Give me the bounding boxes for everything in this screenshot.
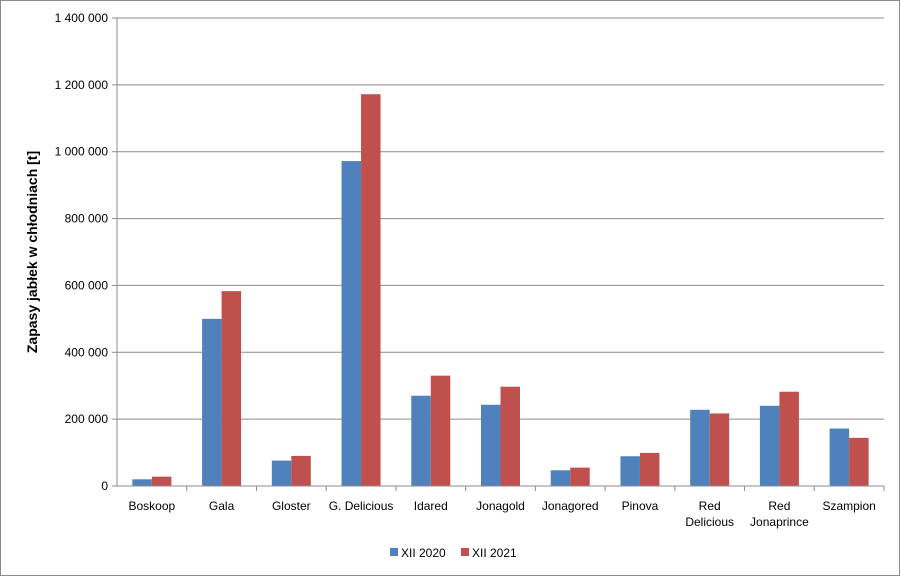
bar-xii-2020: [271, 460, 292, 486]
bar-xii-2021: [849, 437, 869, 486]
bar-xii-2020: [829, 428, 850, 486]
bar-xii-2020: [202, 318, 222, 486]
bar-xii-2020: [132, 479, 152, 486]
bar-xii-2021: [291, 455, 311, 486]
gridlines: [117, 17, 884, 420]
bar-xii-2021: [779, 391, 799, 486]
legend-swatch: [461, 548, 469, 556]
x-tick-label: Red Jonaprince: [750, 499, 809, 529]
bar-xii-2021: [639, 452, 660, 486]
bar-xii-2020: [550, 470, 571, 486]
bar-xii-2021: [500, 386, 520, 486]
tick-labels: 0 200 000 400 000 600 000 800 000 1 000 000 1 …: [55, 11, 876, 529]
bars: [132, 94, 869, 487]
bar-xii-2021: [221, 291, 242, 486]
bar-xii-2021: [361, 94, 381, 487]
bar-xii-2021: [570, 467, 590, 486]
x-tick-label: Boskoop: [129, 499, 176, 513]
legend: XII 2020 XII 2021: [390, 546, 517, 560]
y-tick-label: 1 000 000: [55, 145, 109, 159]
bar-xii-2020: [759, 405, 780, 486]
y-tick-label: 400 000: [65, 345, 109, 359]
y-tick-label: 1 400 000: [55, 11, 109, 25]
y-tick-label: 200 000: [65, 412, 109, 426]
bar-xii-2020: [341, 161, 362, 486]
x-tick-label: Idared: [414, 499, 448, 513]
bar-xii-2020: [690, 409, 710, 486]
legend-label: XII 2021: [472, 546, 517, 560]
bar-xii-2020: [411, 395, 431, 486]
x-tick-label: Gala: [209, 499, 235, 513]
bar-xii-2021: [709, 413, 730, 486]
bar-xii-2021: [151, 476, 172, 486]
x-tick-label: Szampion: [822, 499, 875, 513]
y-tick-label: 800 000: [65, 212, 109, 226]
x-tick-label: Gloster: [272, 499, 311, 513]
x-tick-label: Pinova: [622, 499, 659, 513]
x-tick-label: Jonagold: [476, 499, 525, 513]
x-tick-label: Red Delicious: [685, 499, 734, 529]
x-tick-label: G. Delicious: [329, 499, 394, 513]
y-tick-label: 600 000: [65, 278, 109, 292]
bar-xii-2020: [620, 456, 640, 486]
x-tick-label: Jonagored: [542, 499, 599, 513]
legend-swatch: [390, 548, 398, 556]
legend-label: XII 2020: [401, 546, 446, 560]
bar-xii-2020: [481, 404, 501, 486]
bar-xii-2021: [430, 375, 451, 486]
y-tick-label: 1 200 000: [55, 78, 109, 92]
y-axis-title: Zapasy jabłek w chłodniach [t]: [24, 151, 40, 353]
axes: [112, 17, 885, 491]
y-tick-label: 0: [101, 479, 108, 493]
